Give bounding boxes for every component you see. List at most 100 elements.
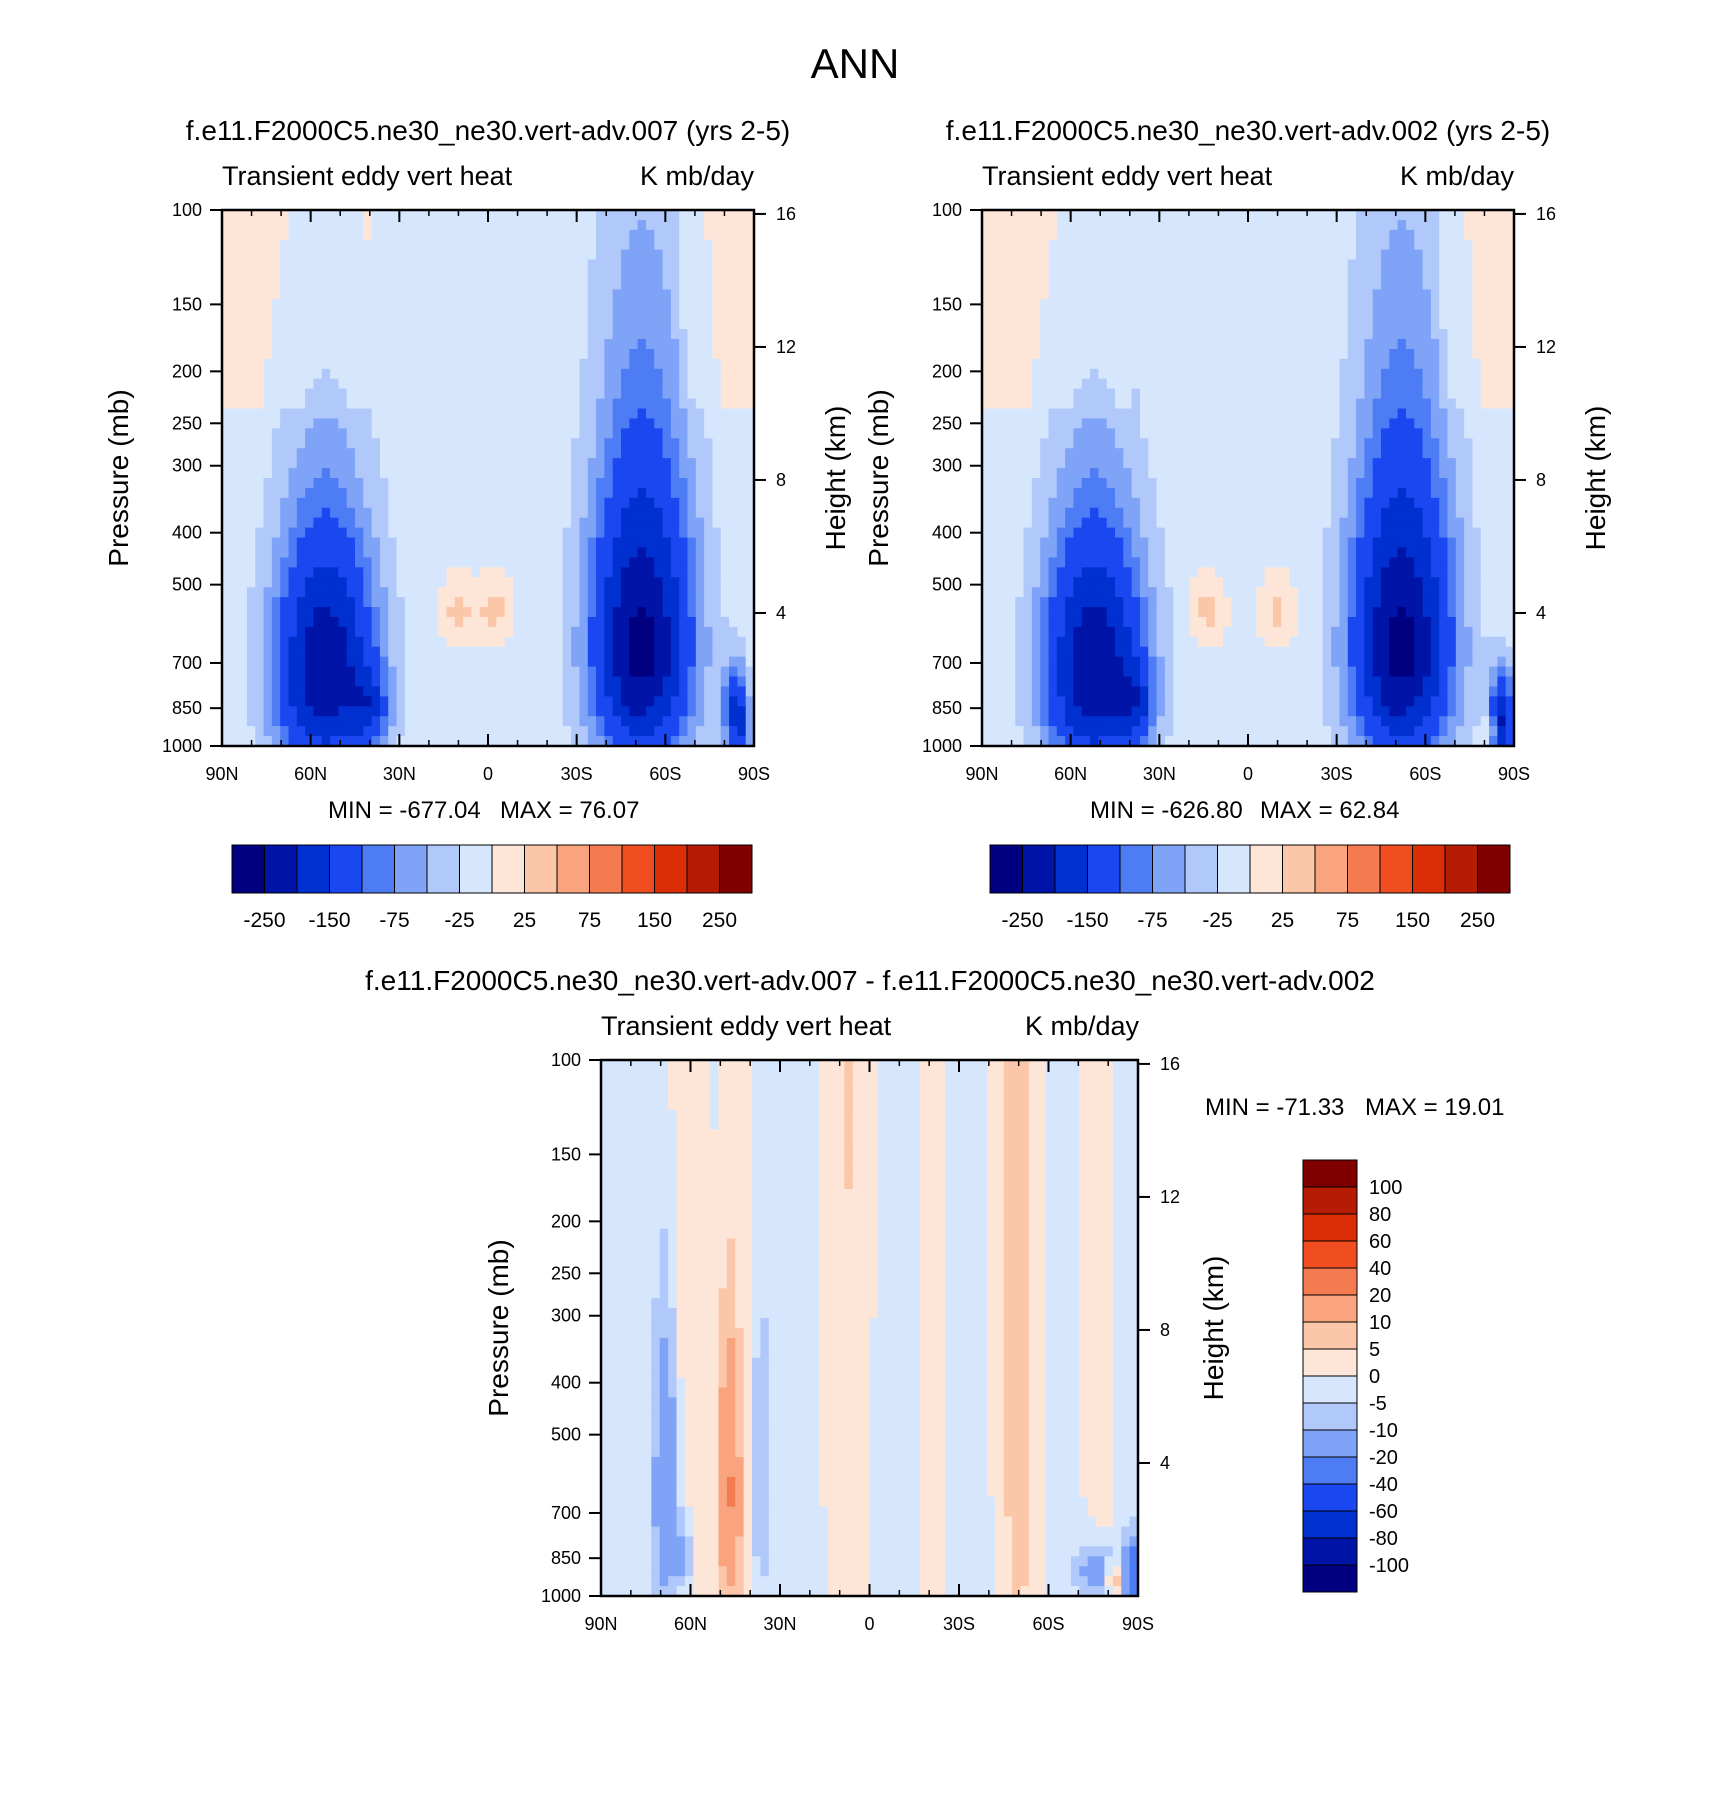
contour-cell bbox=[230, 448, 240, 459]
contour-cell bbox=[296, 626, 306, 638]
contour-cell bbox=[1065, 259, 1075, 271]
contour-cell bbox=[313, 607, 323, 618]
contour-cell bbox=[454, 219, 464, 231]
contour-cell bbox=[496, 289, 506, 300]
contour-cell bbox=[371, 438, 381, 449]
contour-cell bbox=[413, 339, 423, 350]
contour-cell bbox=[1115, 210, 1124, 221]
contour-cell bbox=[604, 656, 614, 668]
contour-cell bbox=[1306, 249, 1316, 261]
contour-cell bbox=[998, 368, 1008, 380]
contour-cell bbox=[288, 478, 298, 489]
contour-cell bbox=[355, 537, 364, 549]
contour-cell bbox=[670, 636, 680, 648]
contour-cell bbox=[596, 557, 605, 568]
contour-cell bbox=[587, 487, 597, 499]
contour-cell bbox=[629, 329, 639, 340]
contour-cell bbox=[371, 309, 381, 320]
contour-cell bbox=[621, 696, 630, 707]
contour-cell bbox=[288, 736, 298, 747]
contour-cell bbox=[438, 736, 448, 747]
contour-cell bbox=[438, 229, 448, 241]
contour-cell bbox=[1497, 339, 1507, 350]
contour-cell bbox=[463, 676, 472, 688]
contour-cell bbox=[1115, 368, 1124, 380]
contour-cell bbox=[695, 329, 705, 340]
contour-cell bbox=[230, 259, 240, 271]
contour-cell bbox=[1115, 259, 1124, 271]
contour-cell bbox=[1065, 418, 1075, 429]
contour-cell bbox=[1214, 249, 1224, 261]
contour-cell bbox=[1098, 398, 1108, 410]
contour-cell bbox=[654, 210, 664, 221]
contour-cell bbox=[504, 348, 514, 360]
contour-cell bbox=[1040, 210, 1050, 221]
contour-cell bbox=[596, 646, 605, 658]
contour-cell bbox=[712, 418, 722, 429]
contour-cell bbox=[554, 368, 564, 380]
contour-cell bbox=[496, 597, 506, 608]
contour-cell bbox=[720, 547, 730, 559]
contour-cell bbox=[712, 259, 722, 271]
contour-cell bbox=[404, 229, 414, 241]
contour-cell bbox=[1056, 269, 1066, 281]
contour-cell bbox=[1289, 210, 1299, 221]
contour-cell bbox=[280, 448, 290, 459]
contour-cell bbox=[1489, 219, 1498, 231]
contour-cell bbox=[687, 507, 697, 519]
contour-cell bbox=[280, 577, 290, 588]
contour-cell bbox=[537, 438, 547, 449]
contour-cell bbox=[438, 607, 448, 618]
contour-cell bbox=[313, 478, 323, 489]
contour-cell bbox=[346, 418, 356, 429]
contour-cell bbox=[280, 478, 290, 489]
contour-cell bbox=[1489, 339, 1498, 350]
contour-cell bbox=[1356, 329, 1365, 340]
contour-cell bbox=[662, 696, 672, 707]
contour-cell bbox=[1306, 239, 1316, 251]
contour-cell bbox=[1347, 299, 1357, 310]
contour-cell bbox=[504, 239, 514, 251]
contour-cell bbox=[1214, 368, 1224, 380]
panel-top-right: f.e11.F2000C5.ne30_ne30.vert-adv.002 (yr… bbox=[863, 115, 1611, 932]
contour-cell bbox=[1189, 388, 1199, 400]
contour-cell bbox=[1056, 279, 1066, 291]
contour-cell bbox=[396, 408, 406, 420]
contour-cell bbox=[512, 468, 522, 479]
contour-cell bbox=[1289, 398, 1299, 410]
contour-cell bbox=[679, 418, 689, 429]
contour-cell bbox=[496, 418, 506, 429]
contour-cell bbox=[998, 219, 1008, 231]
contour-cell bbox=[1206, 309, 1216, 320]
contour-cell bbox=[1455, 339, 1465, 350]
contour-cell bbox=[463, 358, 472, 370]
contour-cell bbox=[321, 607, 331, 618]
contour-cell bbox=[1031, 368, 1041, 380]
contour-cell bbox=[330, 567, 339, 578]
contour-cell bbox=[990, 219, 1000, 231]
contour-cell bbox=[296, 517, 306, 529]
contour-cell bbox=[621, 567, 630, 578]
contour-cell bbox=[1115, 319, 1124, 330]
contour-cell bbox=[230, 626, 240, 638]
contour-cell bbox=[280, 428, 290, 439]
contour-cell bbox=[654, 497, 664, 509]
contour-cell bbox=[745, 408, 755, 420]
contour-cell bbox=[280, 378, 290, 390]
contour-cell bbox=[604, 210, 614, 221]
contour-cell bbox=[496, 438, 506, 449]
contour-cell bbox=[1148, 348, 1158, 360]
contour-cell bbox=[1447, 229, 1457, 241]
contour-cell bbox=[562, 229, 572, 241]
contour-cell bbox=[529, 329, 539, 340]
contour-cell bbox=[1264, 348, 1274, 360]
contour-cell bbox=[454, 468, 464, 479]
contour-cell bbox=[695, 557, 705, 568]
contour-cell bbox=[463, 567, 472, 578]
contour-cell bbox=[654, 547, 664, 559]
contour-cell bbox=[670, 358, 680, 370]
contour-cell bbox=[1405, 418, 1415, 429]
contour-cell bbox=[737, 537, 747, 549]
contour-cell bbox=[704, 408, 714, 420]
contour-cell bbox=[330, 358, 339, 370]
